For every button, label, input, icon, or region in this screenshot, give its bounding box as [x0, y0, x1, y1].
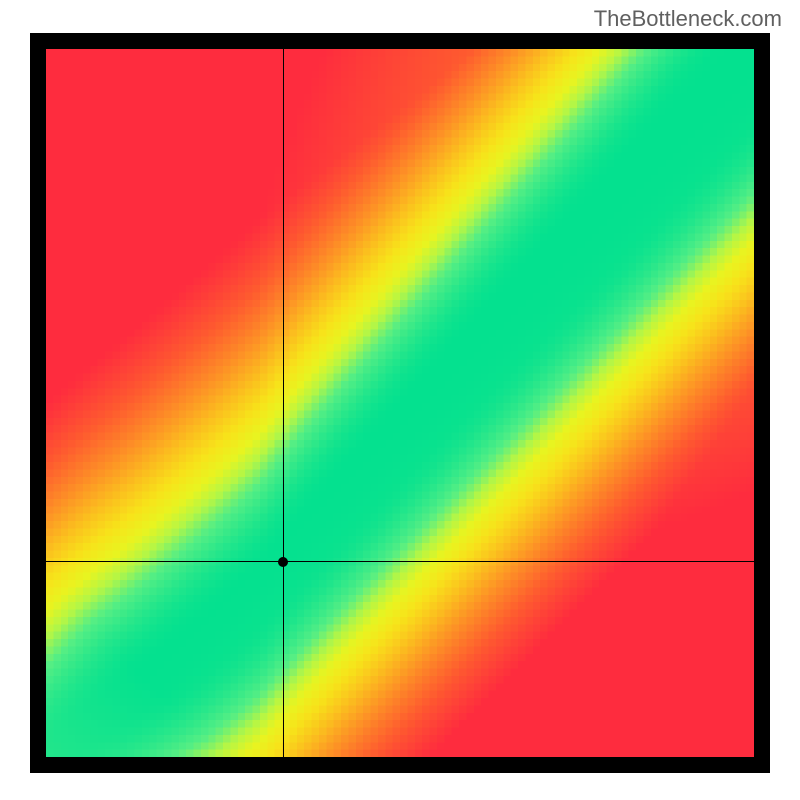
bottleneck-heatmap — [46, 49, 754, 757]
watermark-text: TheBottleneck.com — [594, 6, 782, 32]
chart-container: TheBottleneck.com — [0, 0, 800, 800]
